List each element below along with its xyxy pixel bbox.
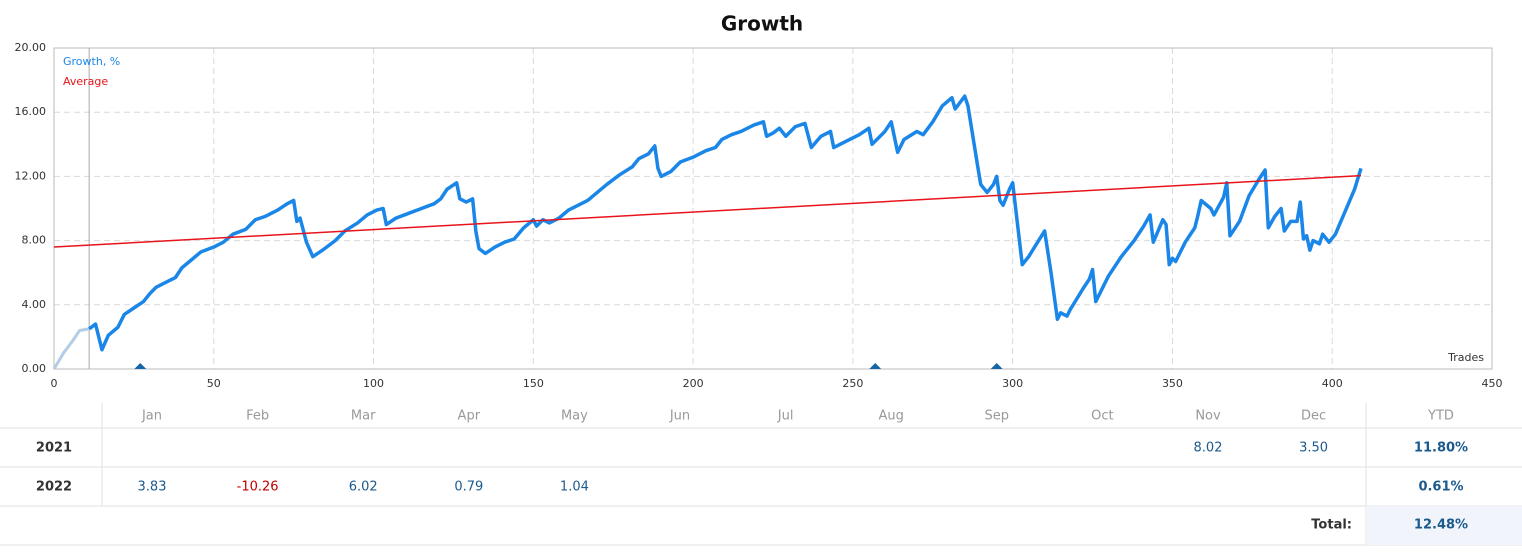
x-tick-label: 250 [842, 377, 863, 390]
month-value: 1.04 [560, 480, 589, 495]
legend-entry: Growth, % [63, 55, 120, 68]
x-tick-label: 350 [1162, 377, 1183, 390]
chart-title: Growth [721, 12, 803, 36]
month-header: Nov [1195, 409, 1221, 424]
month-header: Jul [777, 409, 794, 424]
month-header: Mar [351, 409, 376, 424]
marker [869, 363, 882, 369]
x-axis-label: Trades [1447, 351, 1484, 364]
ytd-header: YTD [1427, 409, 1454, 424]
y-tick-label: 20.00 [15, 41, 47, 54]
year: 2021 [36, 441, 72, 456]
month-value: 3.83 [138, 480, 167, 495]
y-tick-label: 16.00 [15, 105, 47, 118]
y-tick-label: 8.00 [22, 234, 47, 247]
x-tick-label: 300 [1002, 377, 1023, 390]
total-value: 12.48% [1414, 518, 1468, 533]
x-tick-label: 450 [1482, 377, 1503, 390]
month-header: Aug [879, 409, 904, 424]
month-header: Jun [669, 409, 690, 424]
x-tick-label: 100 [363, 377, 384, 390]
month-header: Feb [246, 409, 269, 424]
total-label: Total: [1311, 518, 1352, 533]
month-header: Dec [1301, 409, 1326, 424]
year: 2022 [36, 480, 72, 495]
month-value: 8.02 [1194, 441, 1223, 456]
y-tick-label: 4.00 [22, 298, 47, 311]
ytd-value: 11.80% [1414, 441, 1468, 456]
marker [990, 363, 1003, 369]
month-value: 6.02 [349, 480, 378, 495]
plot-border [53, 47, 1493, 370]
total-cell [1366, 506, 1522, 545]
x-tick-label: 400 [1322, 377, 1343, 390]
x-tick-label: 50 [207, 377, 221, 390]
month-header: Oct [1091, 409, 1113, 424]
marker [134, 363, 147, 369]
ytd-value: 0.61% [1418, 480, 1463, 495]
month-header: Jan [141, 409, 162, 424]
y-tick-label: 12.00 [15, 169, 47, 182]
y-tick-label: 0.00 [22, 362, 47, 375]
growth-line [88, 94, 1363, 352]
month-header: May [561, 409, 588, 424]
average-line [53, 174, 1362, 248]
x-tick-label: 0 [51, 377, 58, 390]
month-header: Sep [985, 409, 1010, 424]
month-value: 0.79 [454, 480, 483, 495]
month-header: Apr [458, 409, 481, 424]
lead-line [52, 327, 90, 370]
x-tick-label: 150 [523, 377, 544, 390]
month-value: 3.50 [1299, 441, 1328, 456]
month-value: -10.26 [237, 480, 279, 495]
legend-entry: Average [63, 75, 108, 88]
x-tick-label: 200 [683, 377, 704, 390]
